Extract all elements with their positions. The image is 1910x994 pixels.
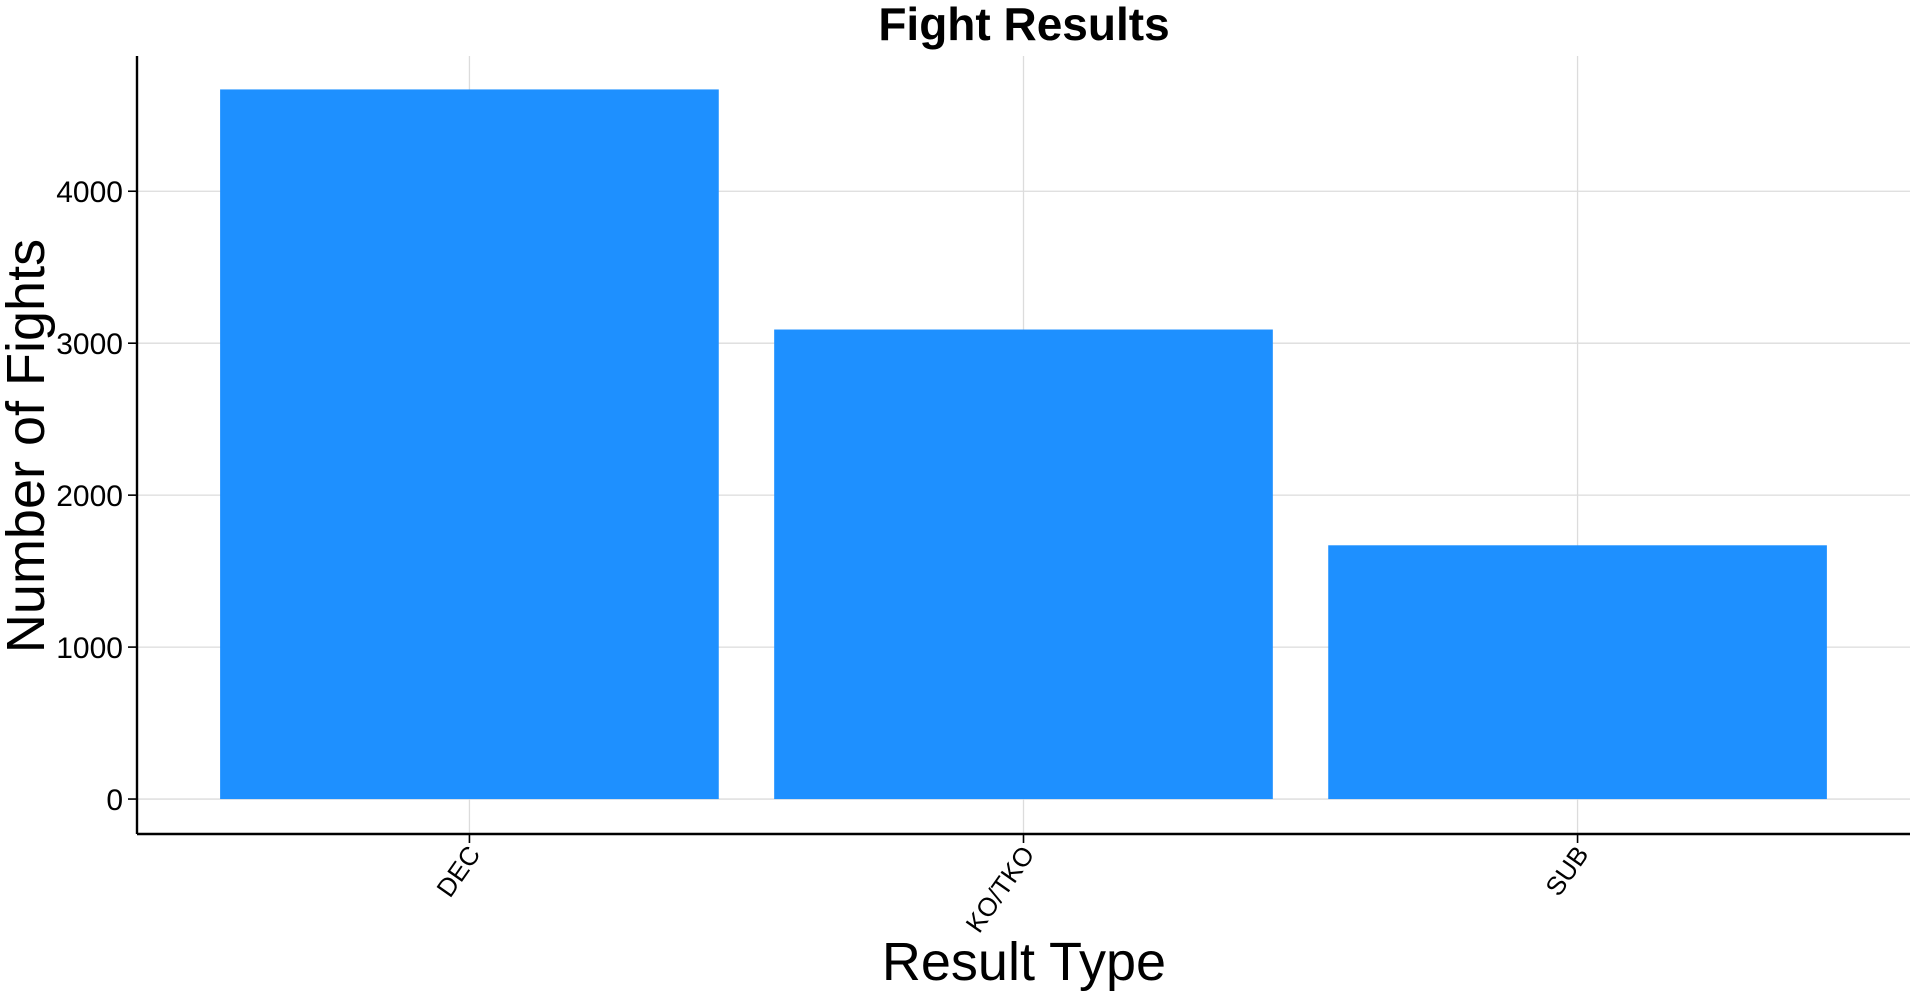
y-axis-title: Number of Fights bbox=[0, 239, 56, 653]
y-tick-label: 1000 bbox=[56, 632, 123, 665]
x-tick-label: KO/TKO bbox=[959, 840, 1040, 938]
y-tick-label: 0 bbox=[106, 784, 123, 817]
chart-axes bbox=[128, 56, 1910, 843]
bar-sub bbox=[1328, 545, 1827, 800]
y-tick-label: 3000 bbox=[56, 328, 123, 361]
x-tick-label: DEC bbox=[430, 840, 486, 902]
bar-ko-tko bbox=[774, 329, 1273, 800]
x-tick-label: SUB bbox=[1539, 840, 1594, 901]
y-tick-label: 4000 bbox=[56, 176, 123, 209]
chart-title: Fight Results bbox=[878, 0, 1169, 50]
y-tick-labels: 0 1000 2000 3000 4000 bbox=[56, 176, 123, 817]
bar-dec bbox=[220, 89, 719, 800]
y-tick-label: 2000 bbox=[56, 480, 123, 513]
x-tick-labels: DEC KO/TKO SUB bbox=[430, 840, 1594, 938]
chart-bars bbox=[220, 89, 1827, 800]
x-axis-title: Result Type bbox=[882, 932, 1166, 992]
